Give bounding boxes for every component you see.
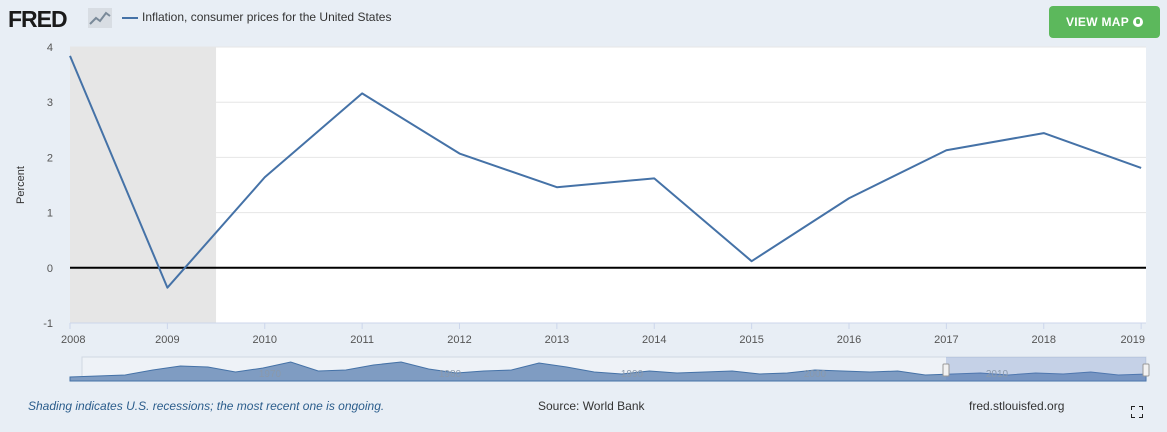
- y-tick-label: 1: [47, 208, 53, 220]
- y-axis-label: Percent: [15, 166, 27, 204]
- navigator-label: 1990: [621, 369, 644, 380]
- navigator-selection[interactable]: [946, 357, 1146, 381]
- x-tick-label: 2016: [837, 334, 861, 346]
- x-tick-label: 2014: [642, 334, 666, 346]
- x-tick-label: 2008: [61, 334, 85, 346]
- navigator-label: 2000: [804, 369, 827, 380]
- navigator-handle-left[interactable]: [942, 363, 950, 377]
- navigator-label: 2010: [986, 369, 1009, 380]
- range-navigator[interactable]: 1970 1980 1990 2000 2010: [69, 356, 1150, 382]
- navigator-label: 1980: [439, 369, 462, 380]
- fred-logo[interactable]: FRED: [8, 6, 68, 32]
- navigator-series-area: [69, 361, 1147, 382]
- recession-shading: [70, 47, 217, 323]
- fullscreen-icon[interactable]: [1131, 406, 1143, 418]
- plot-background: [70, 47, 1146, 323]
- x-tick-label: 2018: [1032, 334, 1056, 346]
- x-tick-label: 2019: [1121, 334, 1145, 346]
- x-tick-label: 2013: [545, 334, 569, 346]
- recession-note: Shading indicates U.S. recessions; the m…: [28, 399, 385, 413]
- legend-swatch: [122, 17, 138, 19]
- globe-icon: [1133, 17, 1144, 27]
- site-url[interactable]: fred.stlouisfed.org: [969, 399, 1065, 413]
- x-tick-label: 2011: [350, 334, 374, 346]
- view-map-label: VIEW MAP: [1065, 15, 1130, 29]
- navigator-handle-right[interactable]: [1142, 363, 1150, 377]
- navigator-label: 1970: [259, 369, 282, 380]
- line-chart: 4 3 2 1 0 -1 2008 2009 2010 2011 2012 2013 2014 2015…: [15, 42, 1150, 382]
- view-map-button[interactable]: VIEW MAP: [1049, 6, 1160, 38]
- source-label: Source: World Bank: [538, 399, 645, 413]
- legend-series-name[interactable]: Inflation, consumer prices for the Unite…: [142, 10, 392, 24]
- series-line[interactable]: [69, 55, 1142, 289]
- y-tick-label: -1: [43, 318, 53, 330]
- y-tick-label: 0: [47, 263, 53, 275]
- x-tick-label: 2010: [253, 334, 277, 346]
- y-tick-label: 2: [47, 152, 53, 164]
- y-tick-label: 3: [47, 97, 53, 109]
- x-tick-label: 2012: [447, 334, 471, 346]
- x-tick-label: 2017: [934, 334, 958, 346]
- chart-header: FRED Inflation, consumer prices for the …: [0, 0, 1167, 40]
- x-tick-label: 2009: [155, 334, 179, 346]
- y-tick-label: 4: [47, 42, 53, 54]
- chart-trend-icon: [88, 8, 112, 28]
- x-tick-label: 2015: [739, 334, 763, 346]
